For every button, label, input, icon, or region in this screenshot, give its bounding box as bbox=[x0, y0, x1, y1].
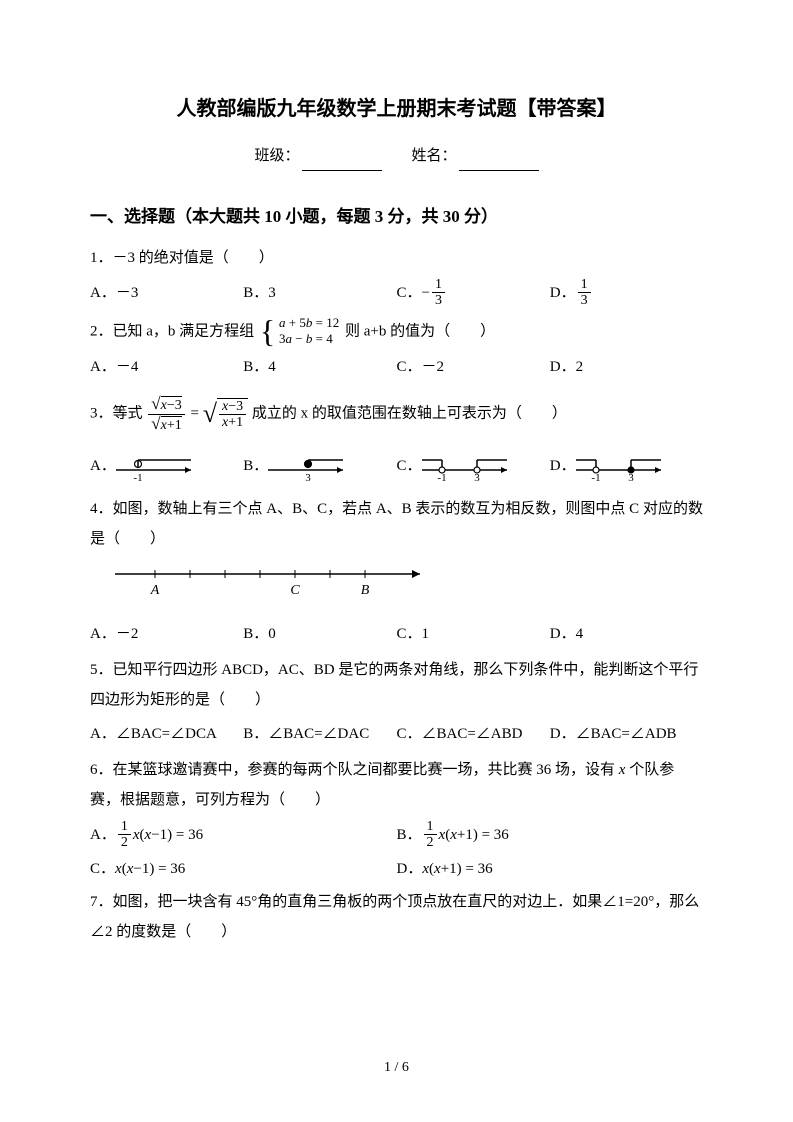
q6-a-pre: A． bbox=[90, 821, 116, 850]
q6-b-num: 1 bbox=[424, 819, 437, 835]
q2-opt-a: A．－4 bbox=[90, 352, 243, 382]
q2-options: A．－4 B．4 C．－2 D．2 bbox=[90, 352, 703, 382]
q5-opt-a: A．∠BAC=∠DCA bbox=[90, 719, 243, 749]
q6-prefix: 6．在某篮球邀请赛中，参赛的每两个队之间都要比赛一场，共比赛 36 场，设有 bbox=[90, 762, 619, 778]
q3-opt-a: A． -1 bbox=[90, 448, 243, 484]
q5-stem: 5．已知平行四边形 ABCD，AC、BD 是它的两条对角线，那么下列条件中，能判… bbox=[90, 655, 703, 715]
name-label: 姓名： bbox=[412, 148, 457, 164]
q3-c-svg: -1 3 bbox=[422, 448, 512, 484]
q2-eq1: a + 5b = 12 bbox=[279, 315, 339, 332]
svg-text:-1: -1 bbox=[437, 472, 446, 484]
info-row: 班级： 姓名： bbox=[90, 142, 703, 171]
q1-stem: 1．－3 的绝对值是（ ） bbox=[90, 243, 703, 273]
q2-eq2: 3a − b = 4 bbox=[279, 331, 339, 348]
class-label: 班级： bbox=[254, 148, 299, 164]
svg-text:C: C bbox=[290, 583, 300, 598]
q4-diagram: A C B bbox=[110, 562, 703, 613]
q3-left-frac: √x−3 √x+1 bbox=[148, 395, 184, 433]
q1-d-den: 3 bbox=[578, 293, 591, 308]
q3-b-label: B． bbox=[243, 452, 268, 481]
q4-opt-c: C．1 bbox=[397, 619, 550, 649]
class-blank bbox=[302, 153, 382, 171]
q1-opt-b: B．3 bbox=[243, 277, 396, 309]
svg-text:B: B bbox=[361, 583, 370, 598]
q3-options: A． -1 B． 3 C． bbox=[90, 448, 703, 484]
q6-c-pre: C． bbox=[90, 855, 115, 884]
q3-b-svg: 3 bbox=[268, 448, 348, 484]
q4-opt-a: A．－2 bbox=[90, 619, 243, 649]
q3-opt-c: C． -1 3 bbox=[397, 448, 550, 484]
q5-options: A．∠BAC=∠DCA B．∠BAC=∠DAC C．∠BAC=∠ABD D．∠B… bbox=[90, 719, 703, 749]
q4-opt-b: B．0 bbox=[243, 619, 396, 649]
svg-text:-1: -1 bbox=[133, 472, 142, 484]
section-1-heading: 一、选择题（本大题共 10 小题，每题 3 分，共 30 分） bbox=[90, 201, 703, 233]
svg-text:3: 3 bbox=[306, 472, 312, 484]
q3-d-label: D． bbox=[550, 452, 576, 481]
q2-opt-b: B．4 bbox=[243, 352, 396, 382]
q6-a-den: 2 bbox=[118, 835, 131, 850]
svg-text:A: A bbox=[150, 583, 160, 598]
q6-opt-d: D． x(x+1) = 36 bbox=[397, 855, 704, 884]
q4-options: A．－2 B．0 C．1 D．4 bbox=[90, 619, 703, 649]
q1-opt-a: A．－3 bbox=[90, 277, 243, 309]
q6-options-row2: C． x(x−1) = 36 D． x(x+1) = 36 bbox=[90, 855, 703, 884]
q4-opt-d: D．4 bbox=[550, 619, 703, 649]
q3-stem: 3．等式 √x−3 √x+1 = √x−3x+1 成立的 x 的取值范围在数轴上… bbox=[90, 388, 703, 440]
q1-d-num: 1 bbox=[578, 277, 591, 293]
q6-options-row1: A． 12 x(x−1) = 36 B． 12 x(x+1) = 36 bbox=[90, 819, 703, 851]
page-number: 1 / 6 bbox=[0, 1055, 793, 1082]
q1-opt-c: C．−13 bbox=[397, 277, 550, 309]
q3-right: √x−3x+1 bbox=[203, 388, 248, 440]
name-blank bbox=[459, 153, 539, 171]
q3-a-svg: -1 bbox=[116, 448, 196, 484]
q5-opt-b: B．∠BAC=∠DAC bbox=[243, 719, 396, 749]
q1-c-num: 1 bbox=[432, 277, 445, 293]
q2-opt-c: C．－2 bbox=[397, 352, 550, 382]
q3-stem-suffix: 成立的 x 的取值范围在数轴上可表示为（ ） bbox=[252, 406, 567, 422]
q7-stem: 7．如图，把一块含有 45°角的直角三角板的两个顶点放在直尺的对边上．如果∠1=… bbox=[90, 887, 703, 947]
q1-c-den: 3 bbox=[432, 293, 445, 308]
q3-opt-b: B． 3 bbox=[243, 448, 396, 484]
q4-stem: 4．如图，数轴上有三个点 A、B、C，若点 A、B 表示的数互为相反数，则图中点… bbox=[90, 494, 703, 554]
q1-d-prefix: D． bbox=[550, 278, 576, 308]
q6-a-num: 1 bbox=[118, 819, 131, 835]
q3-opt-d: D． -1 3 bbox=[550, 448, 703, 484]
q2-brace: { a + 5b = 12 3a − b = 4 bbox=[260, 315, 339, 349]
q3-eq: = bbox=[190, 406, 198, 422]
svg-text:3: 3 bbox=[628, 472, 634, 484]
page-title: 人教部编版九年级数学上册期末考试题【带答案】 bbox=[90, 90, 703, 128]
q3-d-svg: -1 3 bbox=[576, 448, 666, 484]
q3-c-label: C． bbox=[397, 452, 422, 481]
q6-opt-b: B． 12 x(x+1) = 36 bbox=[397, 819, 704, 851]
q6-d-pre: D． bbox=[397, 855, 423, 884]
q2-opt-d: D．2 bbox=[550, 352, 703, 382]
q2-stem-prefix: 2．已知 a，b 满足方程组 bbox=[90, 323, 254, 339]
q3-a-label: A． bbox=[90, 452, 116, 481]
q6-b-pre: B． bbox=[397, 821, 422, 850]
q6-stem: 6．在某篮球邀请赛中，参赛的每两个队之间都要比赛一场，共比赛 36 场，设有 x… bbox=[90, 755, 703, 815]
q2-stem: 2．已知 a，b 满足方程组 { a + 5b = 12 3a − b = 4 … bbox=[90, 315, 703, 349]
q1-options: A．－3 B．3 C．−13 D．13 bbox=[90, 277, 703, 309]
q6-b-den: 2 bbox=[424, 835, 437, 850]
q1-opt-d: D．13 bbox=[550, 277, 703, 309]
svg-text:-1: -1 bbox=[591, 472, 600, 484]
q5-opt-c: C．∠BAC=∠ABD bbox=[397, 719, 550, 749]
q2-stem-suffix: 则 a+b 的值为（ ） bbox=[345, 323, 495, 339]
q3-stem-prefix: 3．等式 bbox=[90, 406, 143, 422]
q5-opt-d: D．∠BAC=∠ADB bbox=[550, 719, 703, 749]
q6-opt-a: A． 12 x(x−1) = 36 bbox=[90, 819, 397, 851]
q6-opt-c: C． x(x−1) = 36 bbox=[90, 855, 397, 884]
q1-c-prefix: C． bbox=[397, 278, 422, 308]
svg-text:3: 3 bbox=[474, 472, 480, 484]
